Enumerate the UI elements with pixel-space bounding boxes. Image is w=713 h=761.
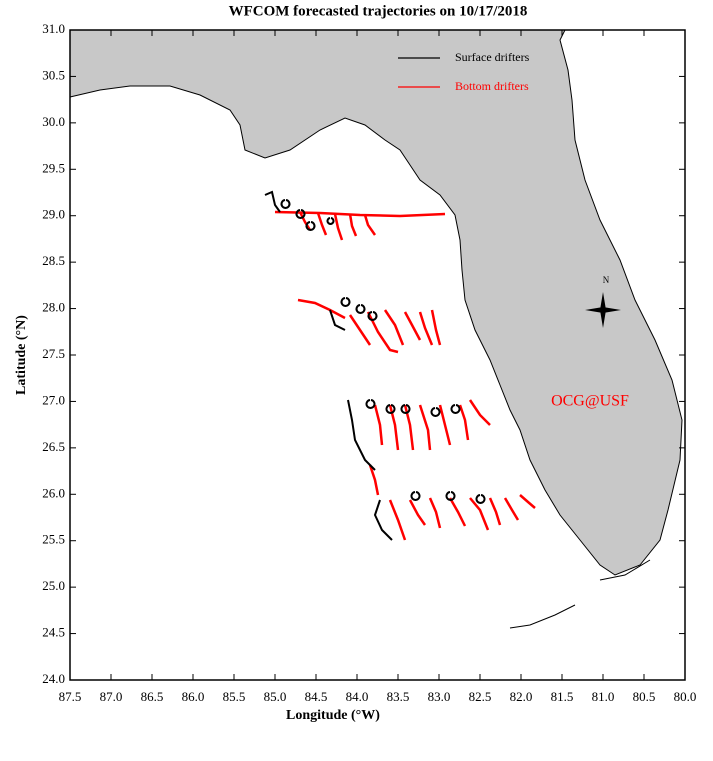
y-axis-label: Latitude (°N): [14, 315, 29, 395]
compass: N: [585, 275, 621, 328]
title: WFCOM forecasted trajectories on 10/17/2…: [229, 3, 528, 19]
y-tick-label: 30.0: [42, 114, 65, 129]
y-tick-label: 27.0: [42, 392, 65, 407]
x-tick-label: 80.5: [633, 689, 656, 704]
y-tick-label: 30.5: [42, 67, 65, 82]
x-tick-label: 82.5: [469, 689, 492, 704]
x-axis-label: Longitude (°W): [286, 708, 380, 723]
x-tick-label: 85.5: [223, 689, 246, 704]
x-tick-label: 80.0: [674, 689, 697, 704]
annotation: OCG@USF: [551, 393, 629, 410]
y-tick-label: 28.0: [42, 300, 65, 315]
y-tick-label: 25.0: [42, 578, 65, 593]
y-tick-label: 24.5: [42, 625, 65, 640]
y-tick-label: 25.5: [42, 532, 65, 547]
x-tick-label: 86.0: [182, 689, 205, 704]
y-tick-label: 26.0: [42, 485, 65, 500]
y-tick-label: 26.5: [42, 439, 65, 454]
x-tick-label: 83.0: [428, 689, 451, 704]
x-tick-label: 83.5: [387, 689, 410, 704]
legend-label: Bottom drifters: [455, 79, 529, 93]
x-tick-label: 87.0: [100, 689, 123, 704]
x-tick-label: 87.5: [59, 689, 82, 704]
trajectories: [264, 190, 536, 541]
y-tick-label: 29.0: [42, 207, 65, 222]
x-tick-label: 84.5: [305, 689, 328, 704]
y-tick-label: 28.5: [42, 253, 65, 268]
y-tick-label: 29.5: [42, 160, 65, 175]
legend-label: Surface drifters: [455, 50, 530, 64]
x-tick-label: 85.0: [264, 689, 287, 704]
x-tick-label: 86.5: [141, 689, 164, 704]
y-tick-label: 27.5: [42, 346, 65, 361]
land: [69, 29, 683, 629]
y-tick-label: 31.0: [42, 21, 65, 36]
x-tick-label: 81.5: [551, 689, 574, 704]
x-tick-label: 84.0: [346, 689, 369, 704]
compass-label: N: [603, 275, 610, 285]
x-tick-label: 81.0: [592, 689, 615, 704]
x-tick-label: 82.0: [510, 689, 533, 704]
y-tick-label: 24.0: [42, 671, 65, 686]
